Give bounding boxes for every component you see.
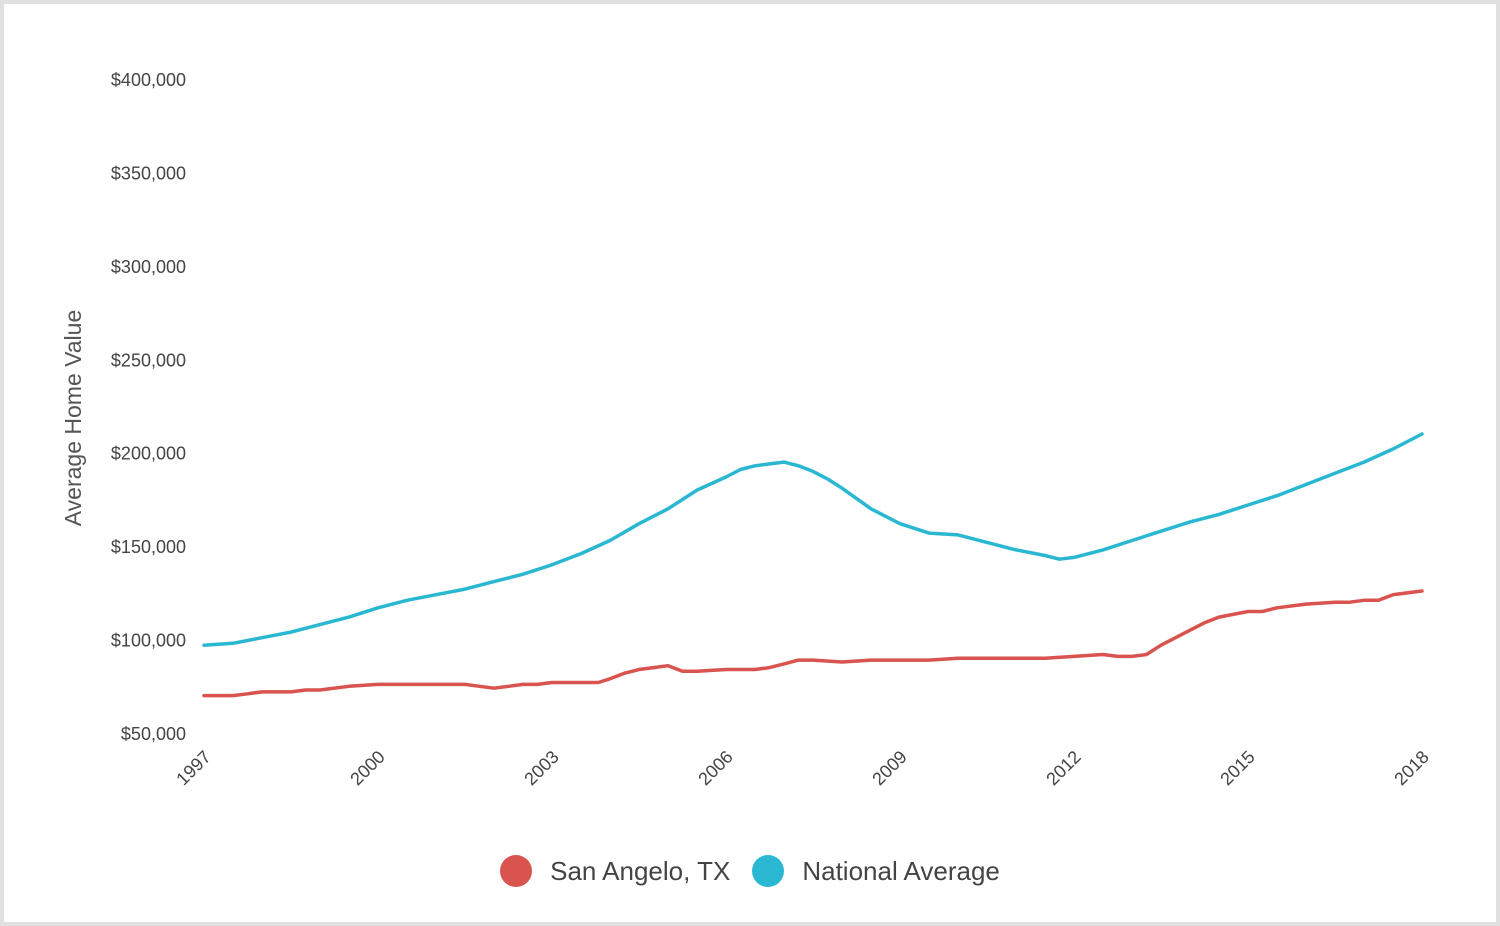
x-tick-label: 2018 <box>1390 747 1432 789</box>
legend-item-national-average[interactable]: National Average <box>752 855 1000 887</box>
y-axis-ticks: $50,000 $100,000 $150,000 $200,000 $250,000 $… <box>111 70 186 744</box>
series-line-national-average <box>202 432 1424 647</box>
x-tick-label: 1997 <box>172 747 214 789</box>
x-tick-label: 2000 <box>346 747 388 789</box>
x-tick-label: 2009 <box>868 747 910 789</box>
legend-item-san-angelo[interactable]: San Angelo, TX <box>500 855 730 887</box>
y-tick-label: $50,000 <box>121 724 186 744</box>
series-line-san-angelo <box>202 589 1424 698</box>
y-tick-label: $150,000 <box>111 537 186 557</box>
y-tick-label: $400,000 <box>111 70 186 90</box>
legend-swatch-san-angelo <box>500 855 533 887</box>
legend-label-national-average: National Average <box>802 855 1000 886</box>
legend-swatch-national-average <box>752 855 785 887</box>
y-tick-label: $350,000 <box>111 163 186 183</box>
x-tick-label: 2006 <box>694 747 736 789</box>
y-tick-label: $300,000 <box>111 257 186 277</box>
x-axis-ticks: 1997 2000 2003 2006 2009 2012 2015 2018 <box>172 747 1432 789</box>
y-tick-label: $200,000 <box>111 444 186 464</box>
x-tick-label: 2012 <box>1042 747 1084 789</box>
x-tick-label: 2003 <box>520 747 562 789</box>
x-tick-label: 2015 <box>1216 747 1258 789</box>
y-tick-label: $250,000 <box>111 350 186 370</box>
series-lines <box>202 432 1424 698</box>
legend-label-san-angelo: San Angelo, TX <box>550 855 731 886</box>
y-axis-label: Average Home Value <box>60 310 86 527</box>
y-tick-label: $100,000 <box>111 631 186 651</box>
legend: San Angelo, TX National Average <box>0 848 1500 894</box>
